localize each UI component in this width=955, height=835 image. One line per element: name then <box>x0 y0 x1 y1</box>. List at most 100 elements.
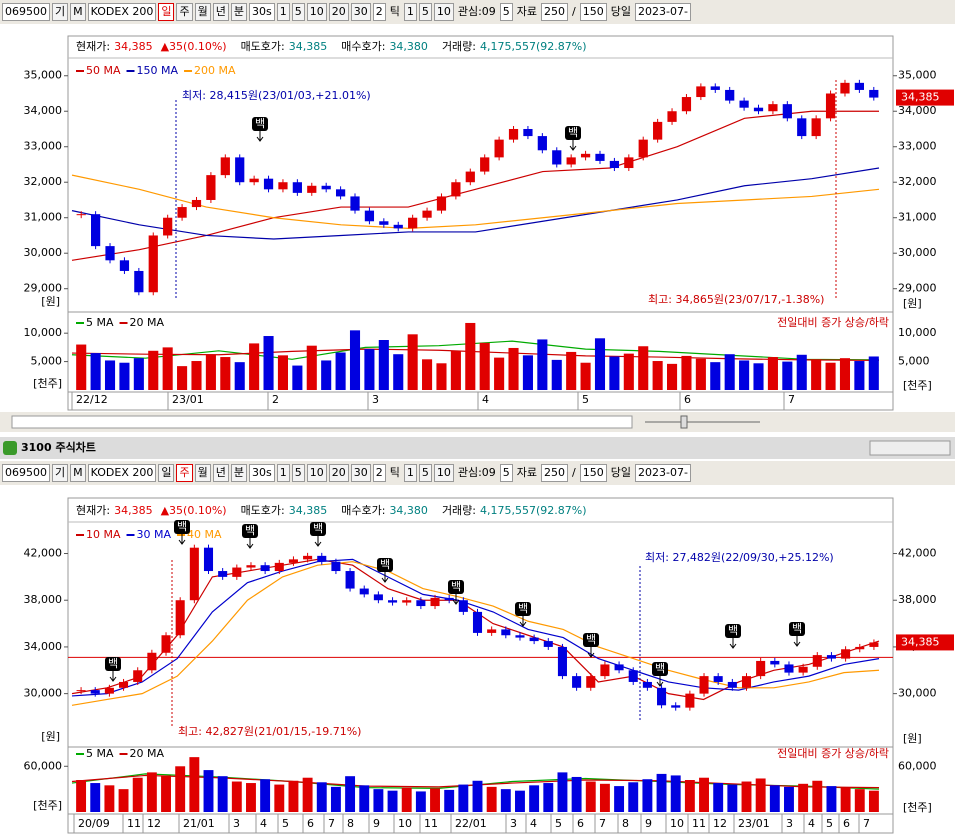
toolbar-item[interactable]: 10 <box>306 3 327 21</box>
toolbar-item[interactable]: 069500 <box>2 464 50 482</box>
candle-body <box>91 214 101 247</box>
toolbar-item[interactable]: 당일 <box>610 5 631 18</box>
toolbar-item[interactable]: 2023-07- <box>635 3 691 21</box>
signal-marker <box>252 117 268 131</box>
toolbar-item[interactable]: 년 <box>212 464 229 482</box>
toolbar-item[interactable]: 150 <box>579 3 607 21</box>
volume-bar <box>557 772 568 812</box>
candle-body <box>321 185 331 190</box>
volume-bar <box>104 785 115 812</box>
signal-arrow <box>256 131 264 142</box>
price-unit: [원] <box>41 730 60 743</box>
toolbar-item[interactable]: 당일 <box>610 466 631 479</box>
toolbar-item[interactable]: 5 <box>418 3 432 21</box>
toolbar-item[interactable]: 월 <box>194 3 211 21</box>
toolbar-item[interactable]: 250 <box>541 3 569 21</box>
candle-body <box>465 171 475 183</box>
candle-body <box>653 121 663 140</box>
toolbar-item[interactable]: M <box>70 464 86 482</box>
toolbar-item[interactable]: 일 <box>158 464 175 482</box>
volume-bar <box>826 786 837 812</box>
toolbar-item[interactable]: 틱 <box>389 5 400 18</box>
candle-body <box>292 182 302 193</box>
volume-bar <box>585 781 596 812</box>
toolbar-item[interactable]: 월 <box>194 464 211 482</box>
toolbar-item[interactable]: 2 <box>372 464 386 482</box>
toolbar-item[interactable]: 1 <box>276 464 290 482</box>
candle-body <box>76 690 86 692</box>
toolbar-item[interactable]: 150 <box>579 464 607 482</box>
toolbar-item[interactable]: 10 <box>433 464 454 482</box>
candle-body <box>487 629 497 633</box>
date-label: 4 <box>530 817 537 830</box>
toolbar-item[interactable]: 년 <box>212 3 229 21</box>
toolbar-item[interactable]: 30 <box>350 464 371 482</box>
toolbar-item[interactable]: 분 <box>230 3 247 21</box>
date-label: 5 <box>555 817 562 830</box>
toolbar-item[interactable]: 069500 <box>2 3 50 21</box>
ma-line <box>71 561 880 706</box>
signal-marker-label: 백 <box>568 126 578 139</box>
toolbar-item[interactable]: 10 <box>306 464 327 482</box>
toolbar-item[interactable]: 5 <box>291 464 305 482</box>
candle-body <box>451 182 461 197</box>
toolbar-item[interactable]: 1 <box>403 3 417 21</box>
toolbar-item[interactable]: 기 <box>52 3 69 21</box>
info-item: 매도호가: <box>241 40 285 53</box>
price-unit: [원] <box>41 295 60 308</box>
toolbar-item[interactable]: KODEX 200 <box>87 464 157 482</box>
volume-bar <box>522 355 533 390</box>
date-label: 9 <box>645 817 652 830</box>
toolbar-item[interactable]: 5 <box>499 464 513 482</box>
toolbar-item[interactable]: 30s <box>248 464 275 482</box>
toolbar-item[interactable]: 20 <box>328 464 349 482</box>
toolbar-item[interactable]: 2 <box>372 3 386 21</box>
volume-bar <box>335 352 346 390</box>
price-tag <box>896 89 954 106</box>
signal-marker-label: 백 <box>177 520 187 533</box>
volume-bar <box>472 780 483 812</box>
toolbar-item[interactable]: 5 <box>418 464 432 482</box>
toolbar-item[interactable]: 관심:09 <box>457 5 496 18</box>
toolbar-item[interactable]: 5 <box>291 3 305 21</box>
y-tick-label-right: 33,000 <box>898 140 937 153</box>
toolbar-item[interactable]: 1 <box>403 464 417 482</box>
toolbar-item[interactable]: 주 <box>176 464 193 482</box>
toolbar-item[interactable]: M <box>70 3 86 21</box>
toolbar-item[interactable]: / <box>572 466 576 479</box>
toolbar-item[interactable]: KODEX 200 <box>87 3 157 21</box>
toolbar-item[interactable]: 틱 <box>389 466 400 479</box>
toolbar-item[interactable]: 자료 <box>516 466 538 479</box>
info-item: 매수호가: <box>341 504 385 517</box>
volume-bar <box>246 783 256 812</box>
volume-bar <box>599 783 610 812</box>
volume-bar <box>767 357 778 390</box>
toolbar-item[interactable]: 일 <box>158 3 175 21</box>
volume-bar <box>667 363 678 390</box>
toolbar-item[interactable]: 관심:09 <box>457 466 496 479</box>
toolbar-item[interactable]: 주 <box>176 3 193 21</box>
date-label: 6 <box>843 817 850 830</box>
y-tick-label-right: 32,000 <box>898 175 937 188</box>
candle-body <box>782 104 792 119</box>
toolbar-item[interactable]: 20 <box>328 3 349 21</box>
toolbar-item[interactable]: 30s <box>248 3 275 21</box>
toolbar-item[interactable]: 분 <box>230 464 247 482</box>
toolbar-item[interactable]: 250 <box>541 464 569 482</box>
info-bar: 현재가: 34,385 ▲35(0.10%) 매도호가: 34,385 매수호가: 34,3… <box>76 504 587 517</box>
toolbar-item[interactable]: / <box>572 5 576 18</box>
y-tick-label: 35,000 <box>24 69 63 82</box>
toolbar-item[interactable]: 자료 <box>516 5 538 18</box>
volume-bar <box>321 360 332 390</box>
toolbar-item[interactable]: 5 <box>499 3 513 21</box>
volume-unit: [천주] <box>33 376 62 390</box>
toolbar-item[interactable]: 30 <box>350 3 371 21</box>
toolbar-item[interactable]: 기 <box>52 464 69 482</box>
toolbar-item[interactable]: 1 <box>276 3 290 21</box>
toolbar-item[interactable]: 10 <box>433 3 454 21</box>
window-buttons[interactable] <box>869 440 951 456</box>
candle-body <box>770 660 780 665</box>
toolbar-item[interactable]: 2023-07- <box>635 464 691 482</box>
date-label: 7 <box>599 817 606 830</box>
